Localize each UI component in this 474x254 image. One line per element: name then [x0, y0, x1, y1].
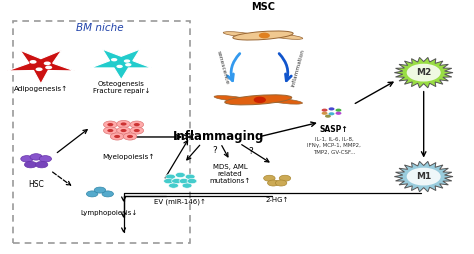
Circle shape [117, 127, 130, 134]
Circle shape [407, 168, 441, 185]
Text: Adipogenesis↑: Adipogenesis↑ [14, 86, 68, 92]
Circle shape [172, 179, 182, 184]
Circle shape [264, 175, 275, 181]
Circle shape [124, 59, 130, 63]
Circle shape [117, 120, 130, 128]
Circle shape [107, 123, 113, 126]
Circle shape [267, 180, 279, 186]
Text: MDS, AML
related
mutations↑: MDS, AML related mutations↑ [210, 164, 251, 184]
Circle shape [259, 33, 270, 38]
Text: M2: M2 [416, 68, 431, 77]
Circle shape [179, 179, 189, 184]
Circle shape [103, 121, 117, 128]
Text: BM niche: BM niche [76, 23, 124, 33]
Circle shape [44, 61, 51, 65]
Circle shape [125, 63, 131, 67]
Circle shape [185, 174, 195, 179]
Text: inflammation: inflammation [291, 48, 305, 87]
Text: Myelopoiesis↑: Myelopoiesis↑ [102, 154, 155, 161]
Text: ?: ? [248, 147, 253, 156]
Text: 2-HG↑: 2-HG↑ [265, 197, 289, 203]
Text: ?: ? [212, 146, 217, 155]
Text: IL-1, IL-6, IL-8,
IFNγ, MCP-1, MMP2,
TMP2, GV-CSF...: IL-1, IL-6, IL-8, IFNγ, MCP-1, MMP2, TMP… [307, 137, 361, 154]
Circle shape [36, 161, 48, 168]
Circle shape [114, 135, 120, 138]
Circle shape [21, 156, 33, 162]
Circle shape [275, 180, 287, 186]
Circle shape [169, 183, 178, 188]
Ellipse shape [214, 96, 250, 102]
Circle shape [102, 191, 113, 197]
Circle shape [336, 109, 341, 112]
Circle shape [111, 58, 118, 61]
Circle shape [120, 122, 127, 125]
Ellipse shape [223, 32, 256, 37]
Circle shape [279, 175, 291, 181]
Circle shape [328, 107, 335, 110]
Polygon shape [91, 49, 152, 80]
Circle shape [336, 112, 341, 115]
Circle shape [94, 187, 106, 193]
Circle shape [103, 127, 117, 134]
Circle shape [165, 174, 175, 179]
Circle shape [45, 66, 52, 69]
Circle shape [134, 129, 140, 132]
Circle shape [117, 65, 123, 68]
Circle shape [130, 121, 144, 128]
Text: senescence: senescence [216, 50, 229, 85]
Text: Lymphopoiesis↓: Lymphopoiesis↓ [81, 210, 138, 216]
Circle shape [321, 109, 328, 112]
Circle shape [120, 129, 127, 132]
Text: Osteogenesis
Fracture repair↓: Osteogenesis Fracture repair↓ [92, 81, 150, 94]
Circle shape [328, 112, 335, 115]
Circle shape [321, 112, 328, 115]
Circle shape [130, 127, 144, 134]
Ellipse shape [270, 34, 303, 39]
Circle shape [110, 133, 124, 140]
Ellipse shape [225, 95, 292, 105]
Circle shape [325, 115, 331, 118]
Text: Inflammaging: Inflammaging [173, 131, 264, 144]
Text: M1: M1 [416, 172, 431, 181]
Circle shape [39, 156, 52, 162]
Text: MSC: MSC [251, 2, 275, 12]
Text: EV (miR-146)↑: EV (miR-146)↑ [155, 199, 206, 205]
Circle shape [25, 161, 37, 168]
Circle shape [30, 154, 42, 160]
Circle shape [182, 183, 192, 188]
Polygon shape [394, 161, 453, 192]
Circle shape [134, 123, 140, 126]
Circle shape [29, 60, 36, 64]
Circle shape [123, 133, 137, 140]
Circle shape [36, 67, 43, 71]
Ellipse shape [266, 98, 302, 104]
Circle shape [187, 179, 197, 184]
Circle shape [175, 172, 185, 178]
Circle shape [107, 129, 113, 132]
Text: SASP↑: SASP↑ [319, 125, 348, 134]
Circle shape [407, 64, 441, 82]
Polygon shape [394, 57, 453, 88]
Text: HSC: HSC [28, 180, 44, 189]
Circle shape [164, 179, 173, 184]
Circle shape [127, 135, 133, 138]
Circle shape [254, 97, 266, 103]
Circle shape [86, 191, 98, 197]
Ellipse shape [233, 31, 293, 40]
Polygon shape [7, 50, 74, 84]
